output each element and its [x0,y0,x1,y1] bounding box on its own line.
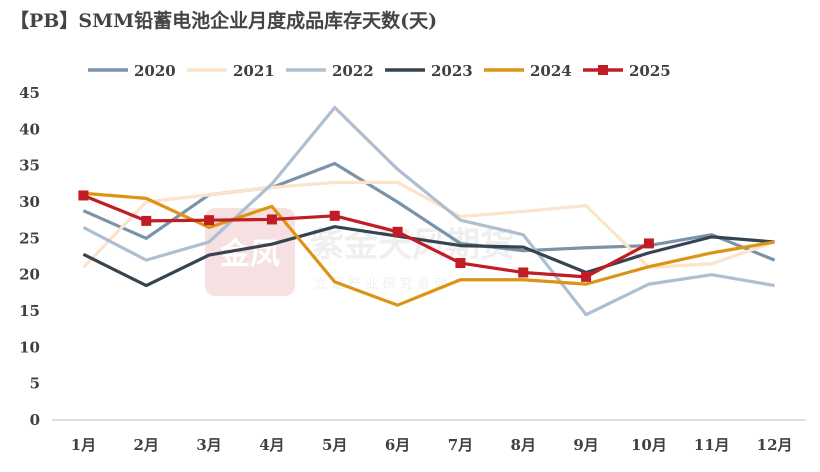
y-tick-label: 10 [19,338,40,356]
data-point [141,215,152,226]
legend-marker [598,65,608,75]
x-axis-ticks: 1月 2月 3月 4月 5月 6月 7月 8月 9月 10月 11月 12月 [71,436,793,454]
watermark-seal-icon [205,208,295,296]
data-point [581,271,592,282]
legend-item-2023: 2023 [385,62,473,80]
x-tick-label: 1月 [71,436,96,454]
series-line-2020 [82,161,776,262]
series-2024 [83,191,775,307]
series-2025 [78,190,654,282]
data-point [392,226,403,237]
series-line-2025 [82,193,650,279]
series-2023 [82,225,775,288]
y-tick-label: 40 [19,120,40,138]
y-tick-label: 35 [19,157,40,175]
legend-label: 2022 [332,62,374,80]
data-point [643,238,654,249]
data-point [518,267,529,278]
series-line-2021 [82,180,776,269]
chart-title: 【PB】SMM铅蓄电池企业月度成品库存天数(天) [10,10,438,32]
legend-label: 2024 [530,62,572,80]
legend-item-2020: 2020 [88,62,176,80]
y-tick-label: 5 [30,375,40,393]
data-point [455,258,466,269]
y-tick-label: 0 [30,411,40,429]
y-tick-label: 25 [19,229,40,247]
y-tick-label: 20 [19,266,40,284]
x-tick-label: 8月 [511,436,536,454]
x-tick-label: 12月 [757,436,793,454]
legend-item-2021: 2021 [187,62,275,80]
x-tick-label: 2月 [134,436,159,454]
legend-item-2022: 2022 [286,62,374,80]
data-point [329,210,340,221]
series-line-2024 [83,191,775,307]
series-layer [78,105,776,317]
y-tick-label: 45 [19,84,40,102]
series-2020 [82,161,776,262]
data-point [266,214,277,225]
x-tick-label: 10月 [631,436,667,454]
x-tick-label: 9月 [573,436,598,454]
series-line-2023 [82,225,775,288]
y-tick-label: 30 [19,193,40,211]
legend: 2020 2021 2022 2023 2024 2025 [88,62,671,80]
x-tick-label: 11月 [694,436,730,454]
y-axis-ticks: 0 5 10 15 20 25 30 35 40 45 [19,84,40,429]
legend-label: 2020 [134,62,176,80]
watermark-seal-text: 金凤 [219,237,280,272]
x-tick-label: 6月 [385,436,410,454]
y-tick-label: 15 [19,302,40,320]
series-2022 [82,105,775,317]
legend-label: 2021 [233,62,275,80]
legend-item-2024: 2024 [484,62,572,80]
data-point [78,190,89,201]
series-2021 [82,180,776,269]
x-tick-label: 5月 [322,436,347,454]
data-point [204,215,215,226]
series-line-2022 [82,105,775,317]
legend-label: 2025 [629,62,671,80]
x-tick-label: 4月 [259,436,284,454]
x-tick-label: 3月 [196,436,221,454]
legend-item-2025: 2025 [583,62,671,80]
legend-label: 2023 [431,62,473,80]
x-tick-label: 7月 [448,436,473,454]
